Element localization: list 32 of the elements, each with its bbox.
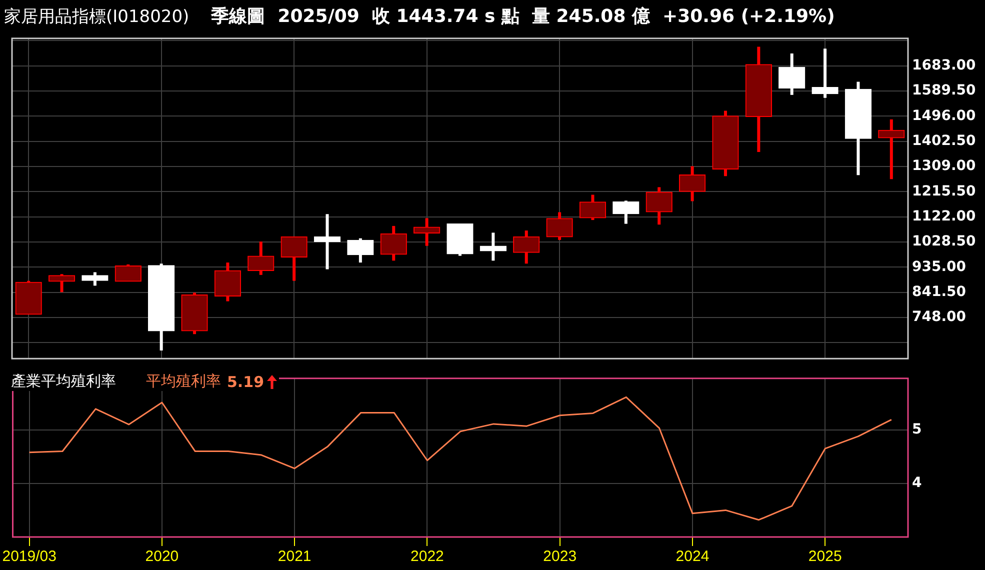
y-tick-label: 1309.00 xyxy=(912,158,976,174)
candlestick xyxy=(812,48,838,98)
y-tick-label: 4 xyxy=(912,475,922,492)
candlestick xyxy=(48,274,76,292)
annotation: 5.19 xyxy=(227,372,264,390)
y-tick-label: 1683.00 xyxy=(912,57,976,74)
chart-title: 家居用品指標(I018020) xyxy=(4,7,190,27)
y-tick-label: 935.00 xyxy=(912,258,966,275)
y-tick-label: 841.50 xyxy=(912,284,966,300)
y-tick-label: 1496.00 xyxy=(912,108,976,124)
candlestick xyxy=(878,119,905,180)
candlestick xyxy=(314,214,341,270)
x-tick-label: 2020 xyxy=(145,548,179,566)
series-label: 平均殖利率 xyxy=(146,372,221,391)
y-tick-label: 5 xyxy=(912,421,922,438)
x-tick-label: 2025 xyxy=(808,548,842,566)
y-tick-label: 1589.50 xyxy=(912,82,976,99)
x-tick-label: 2022 xyxy=(410,548,444,566)
y-tick-label: 1402.50 xyxy=(912,132,976,149)
y-tick-label: 1122.00 xyxy=(912,208,976,224)
chart-subtitle: 季線圖 2025/09 收 1443.74 s 點 量 245.08 億 +30.96 (+2.19%) xyxy=(211,6,835,27)
chart-title: 產業平均殖利率 xyxy=(11,372,116,391)
x-tick-label: 2023 xyxy=(543,548,577,566)
y-tick-label: 1215.50 xyxy=(912,183,976,200)
candlestick xyxy=(82,272,108,286)
x-tick-label: 2021 xyxy=(278,548,312,566)
candlestick xyxy=(480,232,507,261)
y-tick-label: 748.00 xyxy=(912,309,966,326)
x-tick-label: 2019/03 xyxy=(2,548,56,566)
x-tick-label: 2024 xyxy=(676,548,710,566)
y-tick-label: 1028.50 xyxy=(912,234,976,250)
candlestick xyxy=(413,218,440,246)
